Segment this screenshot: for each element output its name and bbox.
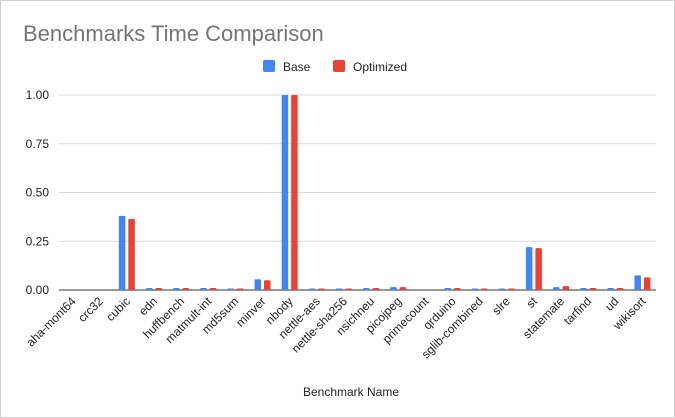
bar-optimized-nbody [291,95,298,290]
bar-base-sglib-combined [471,288,479,290]
bar-base-ud [607,288,614,290]
bar-base-picojpeg [390,287,397,290]
bar-optimized-md5sum [236,288,244,290]
bar-base-slre [498,288,506,290]
x-tick-label: aha-mont64 [24,294,79,349]
bar-optimized-statemate [562,286,570,290]
x-tick-label: slre [489,294,513,318]
bar-base-matmult-int [200,288,207,290]
bar-base-huffbench [173,288,180,290]
bars [118,95,651,291]
x-tick-label: st [524,294,541,311]
bar-base-qrduino [444,288,451,290]
y-tick-label: 1.00 [26,88,50,102]
bar-optimized-picojpeg [399,287,407,290]
legend: Base Optimized [263,60,407,74]
bar-base-minver [254,279,262,290]
bar-optimized-sglib-combined [481,288,488,290]
bar-base-st [525,247,533,290]
x-tick-label: crc32 [75,294,106,325]
bar-optimized-nettle-sha256 [345,288,352,290]
bar-optimized-minver [264,280,271,290]
y-tick-label: 0.00 [26,283,50,297]
bar-base-tarfind [580,288,587,290]
bar-base-md5sum [227,288,234,290]
bar-optimized-matmult-int [209,288,217,290]
gridlines [59,94,656,291]
y-tick-label: 0.50 [26,186,50,200]
chart-title: Benchmarks Time Comparison [23,21,324,46]
bar-optimized-slre [508,288,515,290]
x-tick-label: cubic [103,294,133,324]
bar-base-nsichneu [363,288,370,290]
bar-optimized-tarfind [589,288,597,290]
bar-optimized-st [535,248,542,290]
y-tick-label: 0.25 [26,234,50,248]
bar-base-statemate [553,287,560,290]
x-tick-label: ud [602,294,621,313]
y-tick-label: 0.75 [26,137,50,151]
bar-optimized-edn [155,288,162,290]
legend-label-optimized: Optimized [353,60,407,74]
bar-base-nettle-aes [308,288,316,290]
bar-optimized-nettle-aes [318,288,325,290]
legend-swatch-base [263,60,275,72]
x-axis-title: Benchmark Name [303,385,399,399]
x-tick-label: tarfind [561,294,594,327]
legend-swatch-optimized [333,60,345,72]
legend-label-base: Base [283,60,311,74]
bar-base-cubic [118,215,126,290]
bar-optimized-cubic [128,218,135,290]
y-axis-ticks: 0.00 0.25 0.50 0.75 1.00 [26,88,50,297]
bar-base-nettle-sha256 [335,288,343,290]
bar-optimized-wikisort [643,277,651,290]
bar-base-wikisort [634,275,641,291]
bar-optimized-qrduino [453,288,461,290]
bar-optimized-huffbench [182,288,190,290]
bar-optimized-nsichneu [372,288,380,290]
x-tick-label: minver [233,294,268,329]
bar-base-edn [145,288,153,290]
bar-base-nbody [281,95,289,290]
bar-optimized-ud [616,288,624,290]
